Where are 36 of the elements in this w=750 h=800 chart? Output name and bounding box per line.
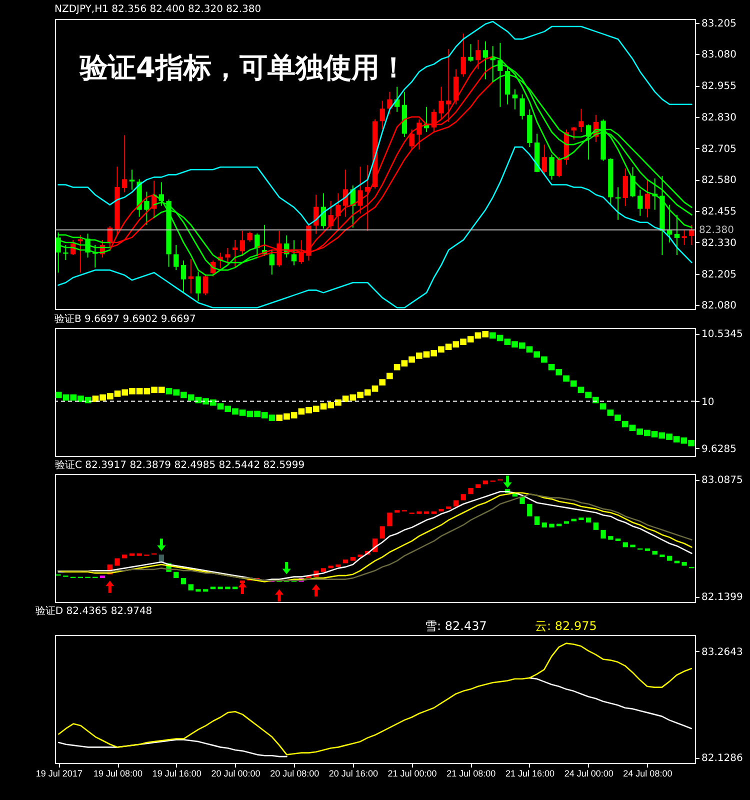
y-tick-label: 10 xyxy=(702,396,714,408)
x-tick-label: 20 Jul 16:00 xyxy=(328,768,378,778)
annotation: 验证4指标，可单独使用！ xyxy=(79,51,408,84)
y-tick-label: 83.0875 xyxy=(702,475,743,486)
x-tick-label: 19 Jul 2017 xyxy=(36,768,82,778)
y-tick-label: 82.080 xyxy=(702,300,736,312)
x-tick-label: 24 Jul 08:00 xyxy=(623,768,672,778)
text: 云: 82.975 xyxy=(535,619,597,633)
x-tick-label: 24 Jul 00:00 xyxy=(564,768,614,778)
y-tick-label: 82.955 xyxy=(702,81,736,92)
y-tick-label: 82.830 xyxy=(702,112,736,124)
x-tick-label: 21 Jul 08:00 xyxy=(446,768,496,778)
x-tick-label: 19 Jul 16:00 xyxy=(152,768,202,778)
chart-title: 验证C 82.3917 82.3879 82.4985 82.5442 82.5999 xyxy=(55,459,305,471)
y-tick-label: 10.5345 xyxy=(702,329,743,340)
y-tick-label: 9.6285 xyxy=(702,444,736,455)
y-tick-label: 82.1286 xyxy=(702,753,743,764)
ref-line-label: 82.380 xyxy=(699,224,734,236)
text: 雪: 82.437 xyxy=(425,619,487,633)
x-tick-label: 21 Jul 00:00 xyxy=(388,768,437,778)
y-tick-label: 82.330 xyxy=(702,238,736,249)
x-tick-label: 19 Jul 08:00 xyxy=(94,768,143,778)
y-tick-label: 82.705 xyxy=(702,144,736,155)
y-tick-label: 83.2643 xyxy=(702,646,743,658)
y-tick-label: 83.205 xyxy=(702,18,736,30)
x-tick-label: 20 Jul 08:00 xyxy=(270,768,320,778)
x-tick-label: 20 Jul 00:00 xyxy=(211,768,260,778)
chart-title: NZDJPY,H1 82.356 82.400 82.320 82.380 xyxy=(54,4,262,15)
y-tick-label: 83.080 xyxy=(702,50,736,61)
y-tick-label: 82.205 xyxy=(702,269,736,280)
y-tick-label: 82.1399 xyxy=(702,592,743,604)
x-tick-label: 21 Jul 16:00 xyxy=(505,768,555,778)
chart-title: 验证D 82.4365 82.9748 xyxy=(35,605,152,617)
y-tick-label: 82.580 xyxy=(702,175,736,186)
chart-title: 验证B 9.6697 9.6902 9.6697 xyxy=(54,313,196,325)
y-tick-label: 82.455 xyxy=(702,206,736,218)
